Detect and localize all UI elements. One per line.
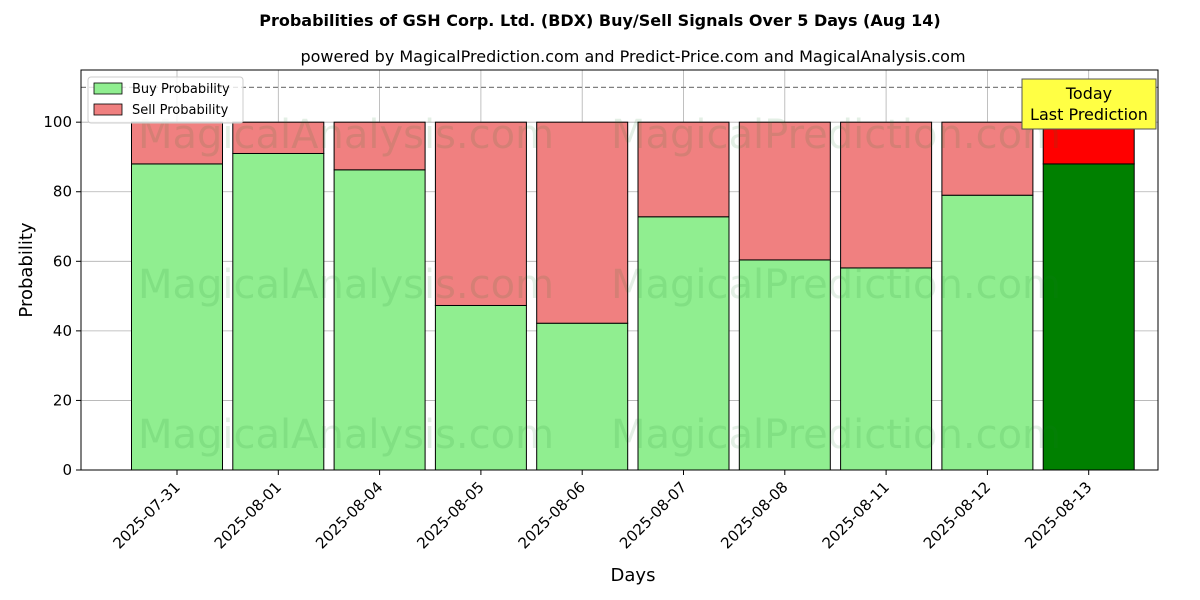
y-tick-label: 60	[53, 252, 72, 270]
y-tick-label: 20	[53, 391, 72, 409]
bar-sell	[131, 121, 223, 165]
legend: Buy Probability Sell Probability	[87, 76, 244, 124]
bar-sell	[434, 121, 527, 306]
x-tick-label: 2025-08-08	[717, 478, 791, 552]
bar-buy	[941, 194, 1034, 471]
x-tick-label: 2025-08-05	[413, 478, 487, 552]
bar-buy	[637, 216, 730, 471]
bar-buy	[738, 259, 831, 471]
x-tick-label: 2025-08-07	[616, 478, 690, 552]
watermark-text: MagicalAnalysis.com	[138, 262, 554, 308]
x-tick-label: 2025-08-13	[1021, 478, 1095, 552]
chart-title: Probabilities of GSH Corp. Ltd. (BDX) Bu…	[259, 11, 941, 30]
annotation-line-1: Today	[1065, 84, 1112, 103]
today-annotation: Today Last Prediction	[1021, 78, 1157, 130]
y-tick-label: 40	[53, 322, 72, 340]
y-axis-label: Probability	[16, 222, 37, 317]
legend-label-buy: Buy Probability	[132, 82, 230, 97]
y-axis: 0 20 40 60 80 100	[43, 113, 81, 479]
bar-buy	[131, 163, 223, 471]
x-axis: 2025-07-31 2025-08-01 2025-08-04 2025-08-05…	[109, 470, 1096, 552]
x-tick-label: 2025-07-31	[109, 478, 183, 552]
legend-swatch-buy	[93, 82, 123, 95]
annotation-box	[1021, 78, 1157, 130]
y-tick-label: 100	[43, 113, 72, 131]
x-tick-label: 2025-08-12	[920, 478, 994, 552]
bars	[131, 121, 1135, 471]
watermark-text: MagicalPrediction.com	[611, 112, 1061, 158]
bar-sell	[536, 121, 629, 324]
bar-buy	[434, 304, 527, 471]
bar-sell	[941, 121, 1034, 196]
bar-buy	[1042, 163, 1135, 471]
bar-buy	[840, 267, 933, 471]
bar-buy	[536, 322, 629, 471]
bar-sell	[637, 121, 730, 218]
x-axis-label: Days	[611, 565, 656, 586]
legend-label-sell: Sell Probability	[132, 103, 229, 118]
watermark-text: MagicalAnalysis.com	[138, 412, 554, 458]
bar-sell	[333, 121, 426, 171]
bar-sell	[232, 121, 325, 154]
bar-sell	[738, 121, 831, 261]
x-tick-label: 2025-08-11	[819, 478, 893, 552]
y-tick-label: 0	[62, 461, 72, 479]
annotation-line-2: Last Prediction	[1030, 105, 1148, 124]
bar-buy	[333, 169, 426, 471]
plot-frame	[80, 69, 1159, 471]
chart-subtitle: powered by MagicalPrediction.com and Pre…	[300, 47, 965, 66]
bar-sell	[840, 121, 933, 269]
watermark-text: MagicalPrediction.com	[611, 262, 1061, 308]
legend-box	[87, 76, 244, 124]
watermark-text: MagicalPrediction.com	[611, 412, 1061, 458]
legend-swatch-sell	[93, 103, 123, 116]
y-tick-label: 80	[53, 183, 72, 201]
x-tick-label: 2025-08-06	[515, 478, 589, 552]
x-tick-label: 2025-08-04	[312, 478, 386, 552]
x-tick-label: 2025-08-01	[211, 478, 285, 552]
